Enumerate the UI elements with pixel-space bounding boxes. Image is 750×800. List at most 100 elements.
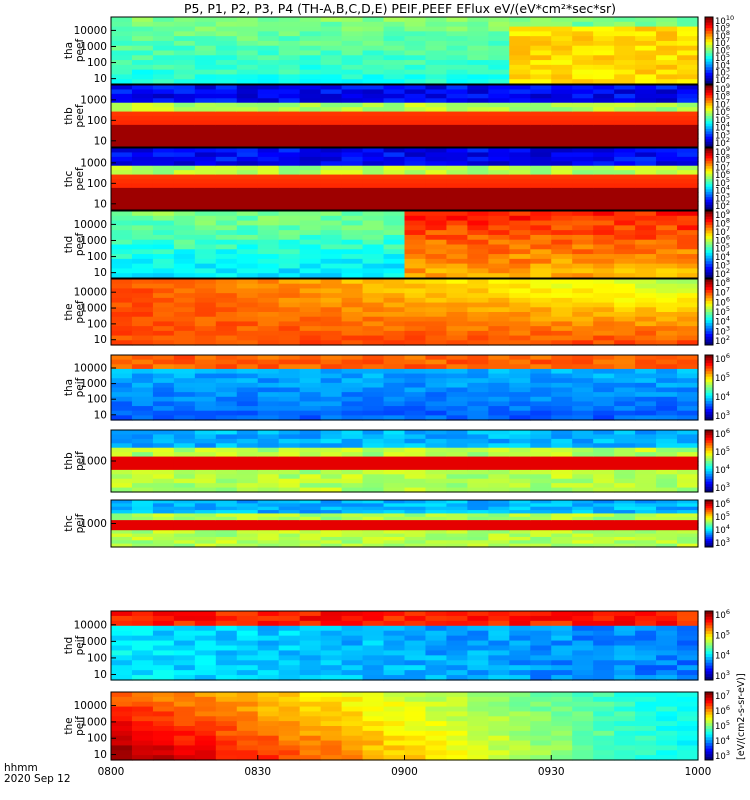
heatmap-cell [362,516,385,521]
heatmap-cell [593,675,615,681]
heatmap-cell [425,625,448,632]
heatmap-cell [404,55,427,61]
heatmap-cell [257,239,280,246]
heatmap-cell [530,111,552,117]
heatmap-cell [111,273,133,279]
heatmap-cell [320,443,343,449]
heatmap-cell [614,288,636,294]
heatmap-cell [194,452,217,458]
heatmap-cell [383,230,406,236]
heatmap-cell [194,326,217,332]
heatmap-cell [425,506,448,511]
heatmap-cell [278,45,301,52]
heatmap-cell [299,196,322,202]
heatmap-cell [362,192,385,198]
heatmap-cell [530,273,552,279]
heatmap-cell [341,716,364,722]
heatmap-cell [215,120,238,126]
heatmap-cell [299,630,322,637]
heatmap-cell [362,500,385,504]
heatmap-cell [299,640,322,647]
heatmap-cell [131,263,154,270]
colorbar-tick-label: 105 [715,628,730,641]
heatmap-cell [111,64,133,71]
heatmap-cell [299,716,322,722]
heatmap-cell [635,321,657,327]
heatmap-cell [320,410,343,416]
heatmap-cell [362,26,385,32]
heatmap-cell [509,536,531,541]
heatmap-cell [299,396,322,403]
heatmap-cell [593,469,615,475]
heatmap-cell [509,516,531,521]
heatmap-cell [404,364,427,370]
heatmap-cell [257,415,280,421]
heatmap-cell [173,410,196,416]
heatmap-cell [341,120,364,126]
colorbar-segment [705,442,713,446]
heatmap-cell [362,74,385,80]
heatmap-cell [656,307,678,313]
heatmap-cell [614,410,636,416]
heatmap-cell [656,312,678,318]
heatmap-cell [194,302,217,308]
heatmap-cell [341,244,364,250]
colorbar-segment [705,121,713,125]
heatmap-cell [551,650,573,656]
heatmap-cell [593,340,615,346]
heatmap-cell [404,635,427,642]
heatmap-cell [593,36,615,42]
heatmap-cell [677,107,699,113]
heatmap-cell [656,523,678,528]
heatmap-cell [572,50,594,56]
heatmap-cell [614,533,636,538]
heatmap-cell [509,192,531,198]
heatmap-cell [194,179,217,185]
heatmap-cell [635,392,657,398]
heatmap-cell [425,543,448,548]
heatmap-cell [404,665,427,671]
heatmap-cell [236,335,259,341]
heatmap-cell [614,161,636,167]
heatmap-cell [530,726,552,732]
heatmap-cell [362,438,385,444]
heatmap-cell [656,85,678,91]
heatmap-cell [236,750,259,756]
heatmap-cell [551,726,573,732]
heatmap-cell [635,755,657,761]
heatmap-cell [320,165,343,171]
heatmap-cell [383,170,406,176]
heatmap-cell [362,161,385,167]
heatmap-cell [320,620,343,627]
heatmap-cell [593,69,615,76]
heatmap-cell [488,133,510,139]
colorbar-segment [705,543,713,546]
colorbar-segment [705,357,713,361]
heatmap-cell [572,503,594,508]
heatmap-cell [530,102,552,108]
heatmap-cell [425,483,448,489]
heatmap-cell [362,396,385,403]
colorbar-segment [705,75,713,79]
heatmap-cell [467,156,489,162]
heatmap-cell [236,152,259,158]
heatmap-cell [341,142,364,148]
colorbar-segment [705,694,713,699]
heatmap-cell [215,254,238,260]
colorbar-tick-label: 105 [715,371,730,384]
heatmap-cell [467,640,489,647]
colorbar-tick-label: 108 [715,90,730,103]
heatmap-cell [383,297,406,304]
colorbar-segment [705,144,713,148]
heatmap-cell [467,187,489,193]
heatmap-cell [257,630,280,637]
heatmap-cell [572,302,594,308]
heatmap-cell [236,17,259,23]
heatmap-cell [635,330,657,337]
heatmap-cell [131,373,154,379]
heatmap-cell [362,312,385,318]
heatmap-cell [152,225,175,231]
heatmap-cell [111,716,133,722]
heatmap-cell [656,543,678,548]
heatmap-cell [111,474,133,480]
